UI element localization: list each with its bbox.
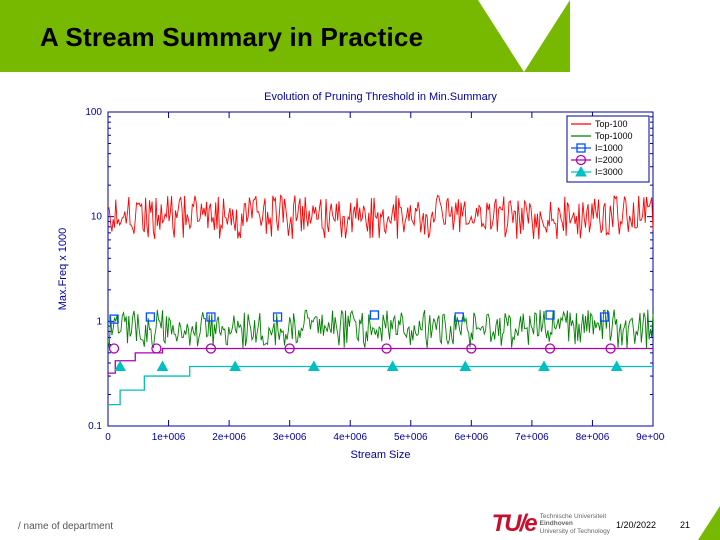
chart-title: Evolution of Pruning Threshold in Min.Su… xyxy=(264,91,497,103)
y-axis-label: Max.Freq x 1000 xyxy=(57,228,69,311)
legend-label: I=2000 xyxy=(595,155,623,165)
department-label: / name of department xyxy=(18,521,113,532)
svg-text:4e+006: 4e+006 xyxy=(333,432,367,443)
legend-label: Top-1000 xyxy=(595,131,633,141)
legend-label: I=3000 xyxy=(595,167,623,177)
svg-text:0: 0 xyxy=(105,432,111,443)
page-title: A Stream Summary in Practice xyxy=(40,22,423,53)
svg-text:2e+006: 2e+006 xyxy=(212,432,246,443)
logo-text: Technische Universiteit Eindhoven Univer… xyxy=(540,513,610,536)
chart-svg: Evolution of Pruning Threshold in Min.Su… xyxy=(50,88,665,466)
svg-text:7e+006: 7e+006 xyxy=(515,432,549,443)
legend-label: Top-100 xyxy=(595,119,628,129)
date-label: 1/20/2022 xyxy=(616,520,656,530)
svg-text:1e+006: 1e+006 xyxy=(152,432,186,443)
logo: TU/e Technische Universiteit Eindhoven U… xyxy=(492,510,610,538)
svg-text:9e+006: 9e+006 xyxy=(636,432,665,443)
page-number: 21 xyxy=(680,520,690,530)
svg-text:10: 10 xyxy=(91,212,103,223)
accent-wedge xyxy=(698,506,720,540)
svg-text:6e+006: 6e+006 xyxy=(455,432,489,443)
svg-text:100: 100 xyxy=(85,107,102,118)
legend-label: I=1000 xyxy=(595,143,623,153)
footer: / name of department TU/e Technische Uni… xyxy=(0,506,720,540)
svg-text:5e+006: 5e+006 xyxy=(394,432,428,443)
svg-text:8e+006: 8e+006 xyxy=(576,432,610,443)
svg-text:1: 1 xyxy=(96,316,102,327)
x-axis-label: Stream Size xyxy=(351,449,411,461)
svg-text:3e+006: 3e+006 xyxy=(273,432,307,443)
svg-text:0.1: 0.1 xyxy=(88,421,102,432)
chart-container: Evolution of Pruning Threshold in Min.Su… xyxy=(50,88,665,466)
logo-mark: TU/e xyxy=(492,510,536,538)
banner-cutout xyxy=(524,0,720,72)
